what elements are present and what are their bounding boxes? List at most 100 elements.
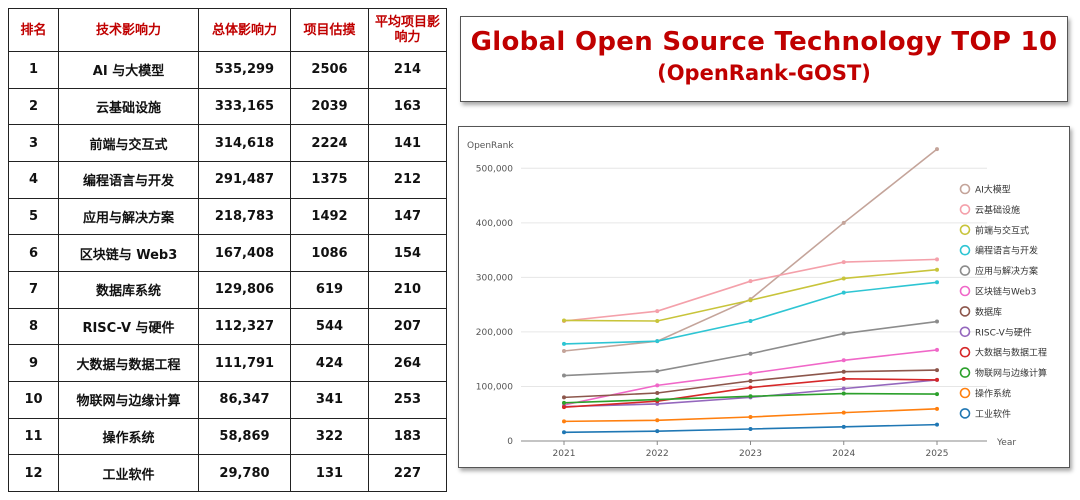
rank-cell: 4 [8,160,59,199]
legend-marker [959,224,971,236]
ranking-table: 排名 技术影响力 总体影响力 项目估摸 平均项目影响力 1 AI 与大模型 535,… [8,8,447,492]
average-influence-cell: 141 [368,124,447,162]
legend-label: 区块链与Web3 [975,286,1036,298]
legend-marker [959,265,971,276]
data-point [655,383,660,388]
x-tick-label: 2021 [553,449,576,459]
table-row: 3 前端与交互式 314,618 2224 141 [8,124,447,162]
x-tick-label: 2023 [739,449,762,459]
data-point [935,257,939,262]
project-count-cell: 341 [290,380,369,419]
total-influence-cell: 111,791 [198,344,291,382]
rank-cell: 2 [8,87,59,126]
project-count-cell: 131 [290,454,369,492]
project-count-cell: 1492 [290,197,369,236]
data-point [748,351,753,356]
legend-label: 操作系统 [975,388,1011,400]
data-point [562,400,566,405]
data-point [748,319,753,323]
legend-marker [959,306,971,317]
legend-label: 云基础设施 [975,204,1020,216]
average-influence-cell: 214 [368,51,447,89]
legend-label: 物联网与边缘计算 [975,367,1047,379]
project-count-cell: 619 [290,270,369,309]
legend-marker [959,408,971,419]
average-influence-cell: 210 [368,270,447,309]
legend-marker [959,183,971,195]
total-influence-cell: 129,806 [198,270,291,309]
header-rank: 排名 [8,8,59,52]
data-point [935,280,939,285]
data-point [935,347,939,352]
rank-cell: 11 [8,417,59,456]
data-point [841,260,846,265]
table-row: 8 RISC-V 与硬件 112,327 544 207 [8,307,447,346]
legend-label: 大数据与数据工程 [975,347,1047,359]
table-row: 7 数据库系统 129,806 619 210 [8,270,447,309]
technology-cell: 物联网与边缘计算 [58,380,199,419]
data-point [562,341,566,346]
rank-cell: 9 [8,344,59,382]
data-point [748,394,753,399]
table-row: 5 应用与解决方案 218,783 1492 147 [8,197,447,236]
total-influence-cell: 218,783 [198,197,291,236]
y-tick-label: 300,000 [476,273,513,283]
data-point [748,385,753,390]
rank-cell: 7 [8,270,59,309]
data-point [935,406,939,411]
header-total-influence: 总体影响力 [198,8,291,52]
project-count-cell: 2039 [290,87,369,126]
data-point [841,220,846,225]
table-row: 10 物联网与边缘计算 86,347 341 253 [8,380,447,419]
rank-cell: 3 [8,124,59,162]
data-point [841,358,846,363]
data-point [935,267,939,272]
technology-cell: 区块链与 Web3 [58,234,199,272]
data-point [935,422,939,427]
data-point [655,429,660,434]
rank-cell: 1 [8,51,59,89]
average-influence-cell: 253 [368,380,447,419]
legend-label: 应用与解决方案 [975,265,1038,277]
technology-cell: 大数据与数据工程 [58,344,199,382]
total-influence-cell: 29,780 [198,454,291,492]
data-point [935,377,939,382]
legend-label: AI大模型 [975,184,1011,196]
data-point [655,369,660,374]
legend-marker [959,387,971,399]
data-point [841,276,846,281]
y-tick-label: 400,000 [476,219,513,229]
legend-marker [959,367,971,378]
data-point [841,369,846,374]
table-row: 12 工业软件 29,780 131 227 [8,454,447,492]
technology-cell: 应用与解决方案 [58,197,199,236]
series-line [563,281,938,345]
data-point [562,395,566,400]
data-point [562,405,566,410]
data-point [562,318,566,323]
data-point [562,349,566,353]
legend-label: 编程语言与开发 [975,245,1038,257]
data-point [841,386,846,391]
total-influence-cell: 535,299 [198,51,291,89]
table-row: 11 操作系统 58,869 322 183 [8,417,447,456]
legend-label: 工业软件 [975,408,1011,420]
legend-marker [959,244,971,256]
y-tick-label: 500,000 [476,164,513,174]
data-point [748,427,753,431]
technology-cell: RISC-V 与硬件 [58,307,199,346]
series-line [563,258,938,322]
x-axis-label: Year [996,438,1016,448]
data-point [655,309,660,314]
data-point [748,298,753,303]
project-count-cell: 1086 [290,234,369,272]
x-tick-label: 2022 [646,449,669,459]
project-count-cell: 424 [290,344,369,382]
technology-cell: 编程语言与开发 [58,160,199,199]
technology-cell: 操作系统 [58,417,199,456]
total-influence-cell: 112,327 [198,307,291,346]
total-influence-cell: 86,347 [198,380,291,419]
data-point [841,290,846,295]
series-line [563,320,938,377]
average-influence-cell: 147 [368,197,447,236]
